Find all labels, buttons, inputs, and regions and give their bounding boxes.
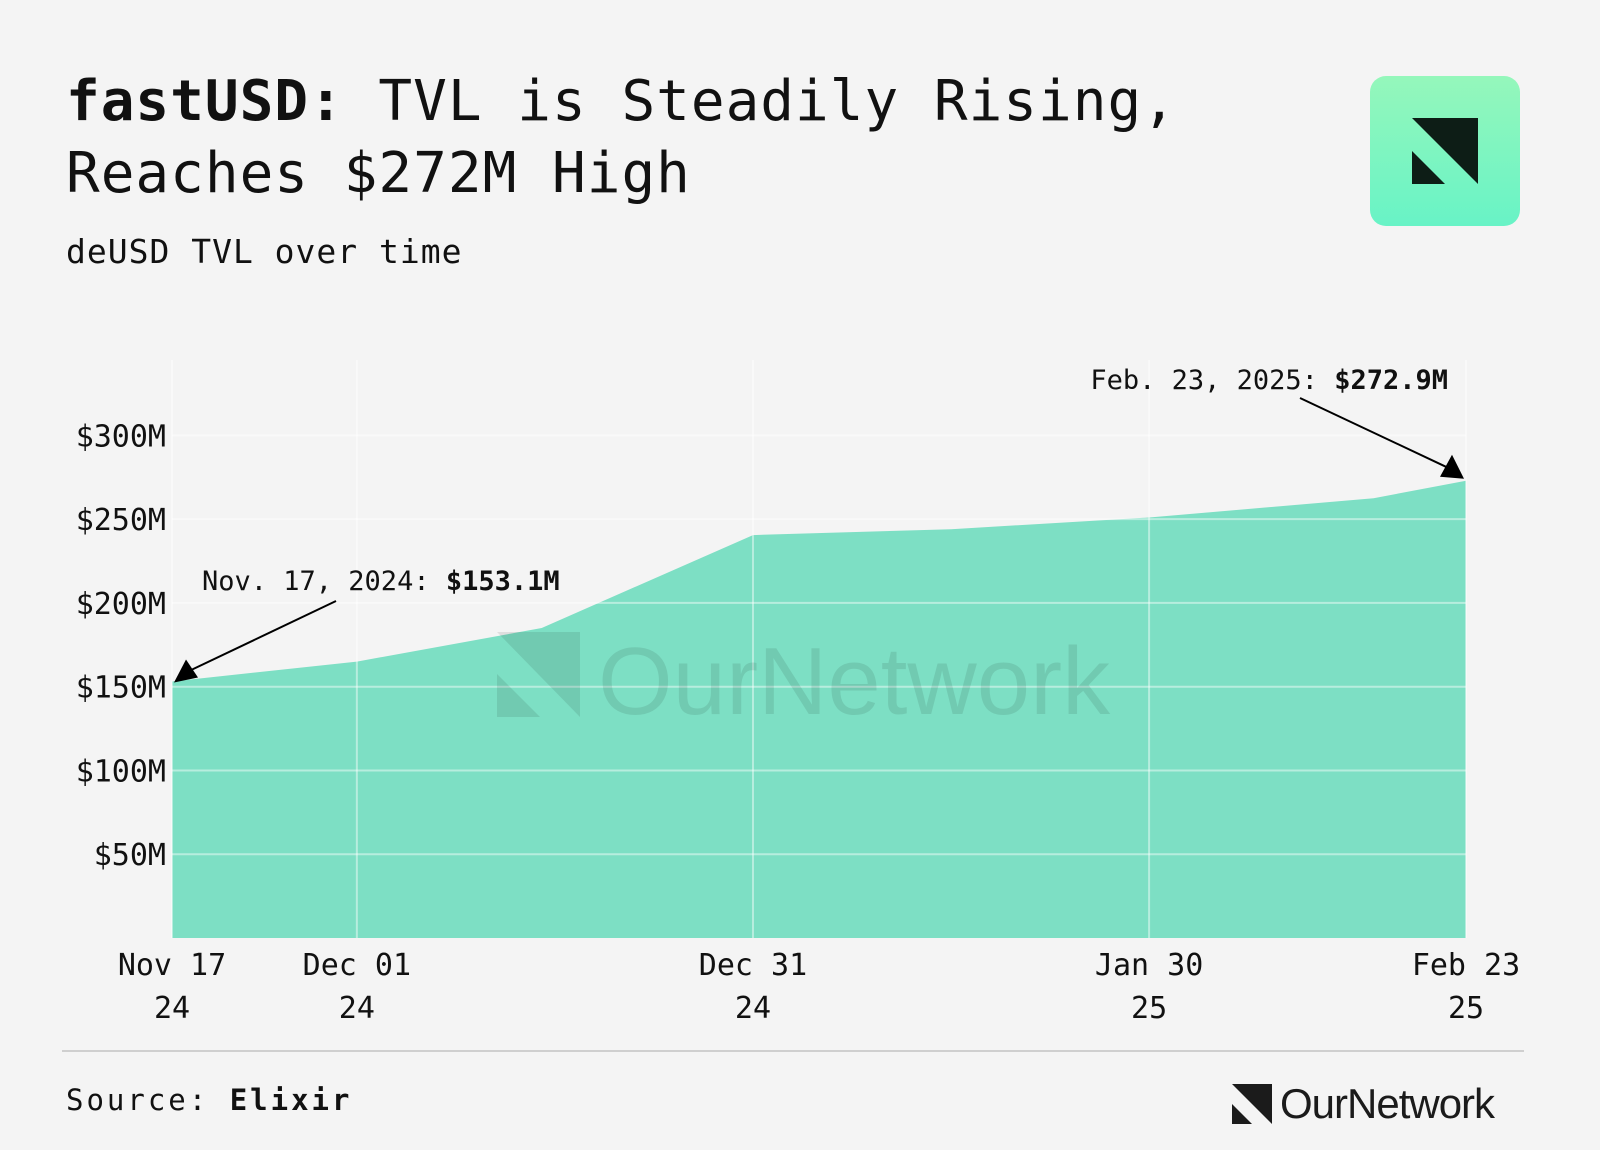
x-tick-year-label: 25 — [1131, 991, 1167, 1026]
x-tick-year-label: 24 — [339, 991, 375, 1026]
annotation-arrowhead-end — [1440, 454, 1464, 479]
y-tick-label: $250M — [76, 503, 166, 538]
ournetwork-mark-icon — [1412, 118, 1478, 184]
y-tick-label: $300M — [76, 419, 166, 454]
x-tick-label: Dec 31 — [699, 948, 807, 983]
x-tick-label: Feb 23 — [1412, 948, 1520, 983]
source-value: Elixir — [229, 1083, 353, 1117]
watermark-text: OurNetwork — [598, 628, 1111, 735]
tvl-area — [172, 480, 1466, 938]
y-tick-label: $100M — [76, 754, 166, 789]
y-tick-label: $50M — [94, 838, 166, 873]
x-tick-label: Jan 30 — [1095, 948, 1203, 983]
ournetwork-logo — [1370, 76, 1520, 226]
annotation-arrowhead-start — [174, 659, 198, 683]
annotation-end-label: Feb. 23, 2025: $272.9M — [1090, 365, 1448, 396]
y-tick-label: $200M — [76, 587, 166, 622]
x-tick-year-label: 24 — [154, 991, 190, 1026]
title-rest-part: TVL is Steadily Rising, Reaches $272M Hi… — [66, 69, 1177, 206]
footer-divider — [62, 1050, 1524, 1052]
source-label: Source: — [66, 1083, 210, 1117]
x-tick-year-label: 25 — [1448, 991, 1484, 1026]
title-bold-part: fastUSD: — [66, 69, 344, 134]
x-tick-label: Nov 17 — [118, 948, 226, 983]
ournetwork-footer-mark-icon — [1232, 1084, 1272, 1124]
annotation-arrow-start — [187, 600, 337, 673]
chart-subtitle: deUSD TVL over time — [66, 232, 463, 271]
footer-brand: OurNetwork — [1232, 1080, 1495, 1127]
tvl-area-chart: OurNetwork $50M $100M $150M $200M $250M $300M N… — [75, 365, 1521, 1026]
annotation-arrow-end — [1299, 397, 1447, 468]
x-tick-year-label: 24 — [735, 991, 771, 1026]
brand-wordmark: OurNetwork — [1280, 1080, 1495, 1127]
watermark: OurNetwork — [497, 628, 1111, 735]
x-tick-label: Dec 01 — [303, 948, 411, 983]
chart-title: fastUSD: TVL is Steadily Rising, Reaches… — [66, 66, 1286, 210]
annotation-start-label: Nov. 17, 2024: $153.1M — [202, 566, 560, 597]
source-line: Source: Elixir — [66, 1083, 352, 1117]
y-tick-label: $150M — [76, 671, 166, 706]
